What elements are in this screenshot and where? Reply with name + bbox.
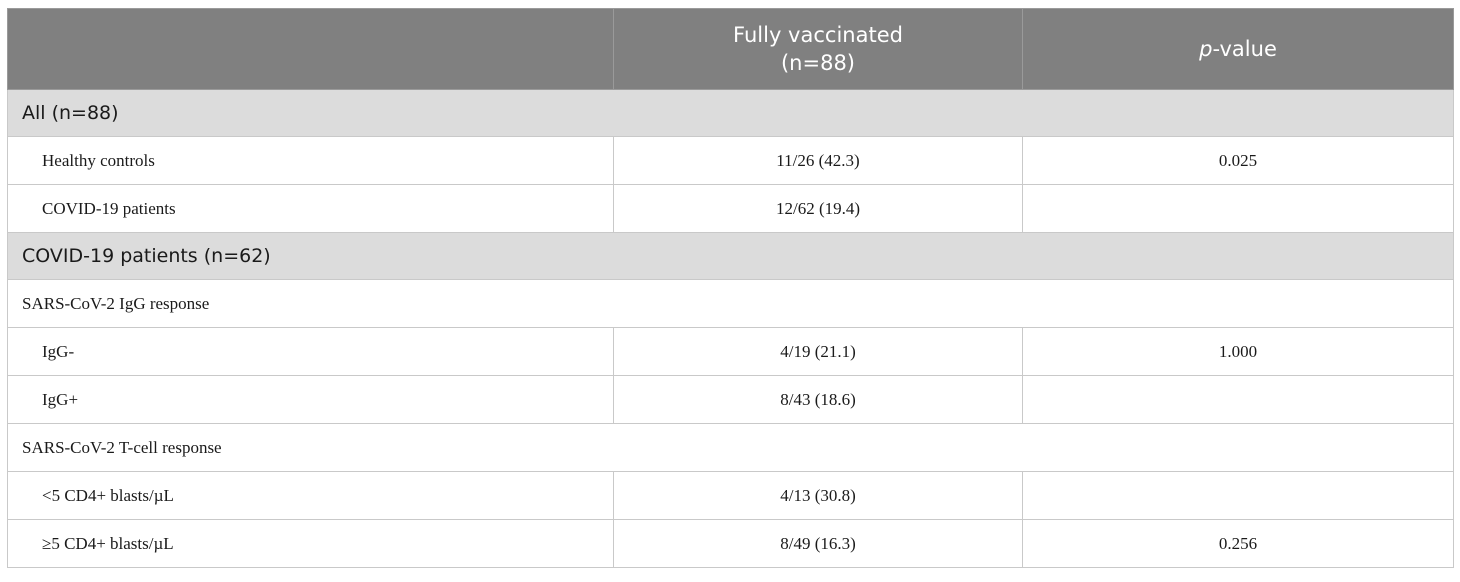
row-label: IgG+ — [7, 375, 614, 424]
row-label: <5 CD4+ blasts/µL — [7, 471, 614, 520]
table-row: COVID-19 patients 12/62 (19.4) — [7, 184, 1454, 233]
row-p-value: 0.025 — [1022, 136, 1454, 185]
section-label: All (n=88) — [7, 89, 1454, 137]
row-p-value — [1022, 375, 1454, 424]
subheader-row: SARS-CoV-2 IgG response — [7, 279, 1454, 328]
row-vaccinated-value: 8/43 (18.6) — [613, 375, 1023, 424]
header-fully-vaccinated-n: (n=88) — [780, 51, 855, 75]
row-label: COVID-19 patients — [7, 184, 614, 233]
row-p-value — [1022, 184, 1454, 233]
subheader-row: SARS-CoV-2 T-cell response — [7, 423, 1454, 472]
row-label: IgG- — [7, 327, 614, 376]
table-row: IgG- 4/19 (21.1) 1.000 — [7, 327, 1454, 376]
header-p-value: p-value — [1022, 8, 1454, 90]
results-table: Fully vaccinated (n=88) p-value All (n=8… — [7, 8, 1454, 568]
row-p-value: 1.000 — [1022, 327, 1454, 376]
section-label: COVID-19 patients (n=62) — [7, 232, 1454, 280]
section-row: COVID-19 patients (n=62) — [7, 232, 1454, 280]
subheader-label: SARS-CoV-2 T-cell response — [7, 423, 1454, 472]
row-vaccinated-value: 8/49 (16.3) — [613, 519, 1023, 568]
table-row: ≥5 CD4+ blasts/µL 8/49 (16.3) 0.256 — [7, 519, 1454, 568]
table-row: Healthy controls 11/26 (42.3) 0.025 — [7, 136, 1454, 185]
row-vaccinated-value: 12/62 (19.4) — [613, 184, 1023, 233]
header-fully-vaccinated: Fully vaccinated (n=88) — [613, 8, 1023, 90]
header-p-rest: -value — [1212, 37, 1277, 61]
table-header-row: Fully vaccinated (n=88) p-value — [7, 8, 1454, 90]
header-fully-vaccinated-label: Fully vaccinated — [733, 23, 903, 47]
table-row: <5 CD4+ blasts/µL 4/13 (30.8) — [7, 471, 1454, 520]
row-p-value: 0.256 — [1022, 519, 1454, 568]
row-vaccinated-value: 4/19 (21.1) — [613, 327, 1023, 376]
row-p-value — [1022, 471, 1454, 520]
header-empty-cell — [7, 8, 614, 90]
subheader-label: SARS-CoV-2 IgG response — [7, 279, 1454, 328]
results-table-container: Fully vaccinated (n=88) p-value All (n=8… — [7, 8, 1454, 568]
row-label: ≥5 CD4+ blasts/µL — [7, 519, 614, 568]
row-vaccinated-value: 4/13 (30.8) — [613, 471, 1023, 520]
row-label: Healthy controls — [7, 136, 614, 185]
row-vaccinated-value: 11/26 (42.3) — [613, 136, 1023, 185]
header-p-italic: p — [1199, 37, 1213, 61]
table-row: IgG+ 8/43 (18.6) — [7, 375, 1454, 424]
section-row: All (n=88) — [7, 89, 1454, 137]
